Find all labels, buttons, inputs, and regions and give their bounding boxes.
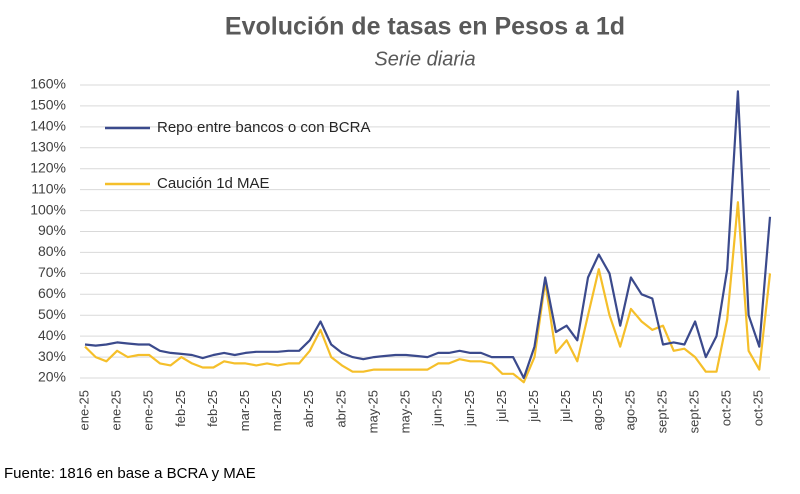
- y-tick-label: 80%: [38, 243, 66, 259]
- x-tick-label: ago-25: [622, 390, 637, 430]
- x-tick-label: oct-25: [751, 390, 766, 426]
- x-tick-label: may-25: [398, 390, 413, 433]
- y-tick-label: 140%: [30, 118, 66, 134]
- series-line: [84, 201, 772, 384]
- x-tick-label: sept-25: [654, 390, 669, 433]
- y-tick-label: 160%: [30, 76, 66, 92]
- legend-label: Repo entre bancos o con BCRA: [157, 119, 370, 136]
- chart-title: Evolución de tasas en Pesos a 1d: [225, 13, 625, 41]
- x-tick-label: abr-25: [301, 390, 316, 428]
- x-tick-label: jul-25: [558, 390, 573, 423]
- y-tick-label: 110%: [31, 180, 66, 196]
- x-tick-label: abr-25: [333, 390, 348, 428]
- x-tick-label: mar-25: [237, 390, 252, 431]
- x-tick-label: ene-25: [76, 390, 91, 430]
- chart-subtitle: Serie diaria: [374, 48, 475, 70]
- y-tick-label: 100%: [30, 201, 66, 217]
- x-tick-label: sept-25: [687, 390, 702, 433]
- y-tick-label: 70%: [38, 264, 66, 280]
- y-tick-label: 60%: [38, 285, 66, 301]
- y-tick-label: 30%: [38, 348, 66, 364]
- x-tick-label: jul-25: [526, 390, 541, 423]
- series-line: [84, 90, 772, 380]
- source-note: Fuente: 1816 en base a BCRA y MAE: [4, 465, 256, 482]
- x-tick-label: jul-25: [494, 390, 509, 423]
- y-tick-label: 150%: [30, 97, 66, 113]
- y-tick-label: 130%: [30, 138, 66, 154]
- x-tick-label: feb-25: [173, 390, 188, 427]
- x-tick-label: ene-25: [109, 390, 124, 430]
- y-tick-label: 20%: [38, 369, 66, 385]
- x-tick-label: oct-25: [719, 390, 734, 426]
- x-tick-label: feb-25: [205, 390, 220, 427]
- x-tick-label: jun-25: [462, 390, 477, 427]
- y-tick-label: 40%: [38, 327, 66, 343]
- y-tick-label: 120%: [30, 159, 66, 175]
- y-tick-label: 90%: [38, 222, 66, 238]
- x-tick-label: ene-25: [141, 390, 156, 430]
- x-tick-label: may-25: [365, 390, 380, 433]
- legend-label: Caución 1d MAE: [157, 175, 270, 192]
- y-tick-label: 50%: [38, 306, 66, 322]
- x-tick-label: ago-25: [590, 390, 605, 430]
- x-tick-label: mar-25: [269, 390, 284, 431]
- x-tick-label: jun-25: [430, 390, 445, 427]
